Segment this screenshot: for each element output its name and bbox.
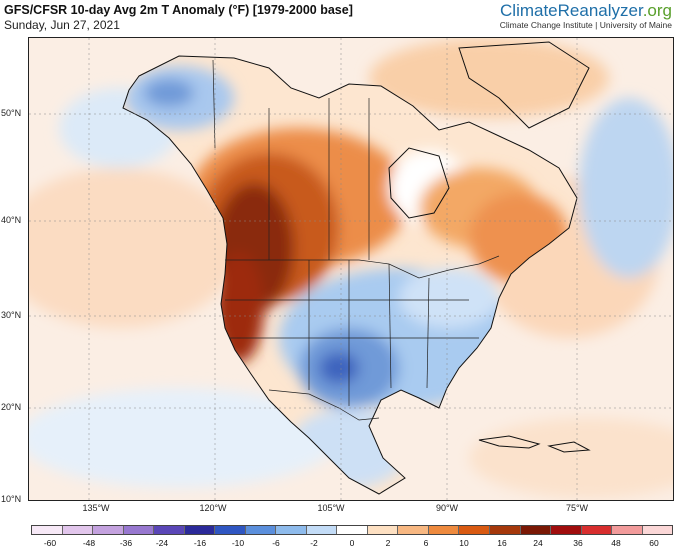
lat-label-10: 10°N <box>1 494 22 504</box>
lat-label-20: 20°N <box>1 402 22 412</box>
chart-date: Sunday, Jun 27, 2021 <box>4 18 120 32</box>
colorbar-swatch <box>93 526 124 534</box>
colorbar-swatch <box>367 526 399 534</box>
cuba <box>478 435 541 449</box>
colorbar-label: -16 <box>193 538 207 548</box>
colorbar-label: -10 <box>231 538 245 548</box>
lon-label-75w: 75°W <box>565 503 589 513</box>
brand-suffix: .org <box>642 1 672 20</box>
lon-label-135w: 135°W <box>82 503 110 513</box>
alaska-border <box>212 59 216 149</box>
atlantic-cool <box>579 98 673 278</box>
map-svg <box>29 38 673 500</box>
colorbar-swatch <box>245 526 277 534</box>
colorbar-swatch <box>62 526 94 534</box>
colorbar-label: -24 <box>155 538 169 548</box>
colorbar-label: -60 <box>43 538 57 548</box>
colorbar-swatch <box>276 526 307 534</box>
lon-label-90w: 90°W <box>435 503 459 513</box>
colorbar-label: 6 <box>423 538 429 548</box>
colorbar-swatch <box>581 526 613 534</box>
colorbar-swatch <box>489 526 521 534</box>
colorbar-label: -6 <box>272 538 280 548</box>
colorbar-label: 10 <box>459 538 469 548</box>
colorbar-label: 48 <box>611 538 621 548</box>
lat-label-40: 40°N <box>1 215 22 225</box>
tropical-pacific-cool <box>29 388 339 488</box>
colorbar-label: 60 <box>649 538 659 548</box>
lat-label-50: 50°N <box>1 108 22 118</box>
caribbean-warm <box>469 418 673 498</box>
colorbar-swatch <box>306 526 338 534</box>
colorbar-swatch <box>551 526 582 534</box>
colorbar-label: 24 <box>533 538 543 548</box>
colorbar-swatch <box>428 526 460 534</box>
lon-label-105w: 105°W <box>317 503 345 513</box>
colorbar-label: -36 <box>119 538 133 548</box>
hudson-bay <box>388 147 450 219</box>
colorbar-swatch <box>612 526 643 534</box>
colorbar-label: -48 <box>82 538 96 548</box>
state-line-4 <box>426 277 430 389</box>
brand-subtitle: Climate Change Institute | University of… <box>499 20 672 30</box>
colorbar-swatch <box>642 526 673 534</box>
north-pacific-warm <box>29 168 239 328</box>
brand-logo[interactable]: ClimateReanalyzer.org <box>500 1 672 21</box>
colorbar-swatch <box>337 526 368 534</box>
lat-label-30: 30°N <box>1 310 22 320</box>
lon-label-120w: 120°W <box>199 503 227 513</box>
colorbar-swatch <box>459 526 490 534</box>
colorbar <box>31 525 673 535</box>
colorbar-label: 36 <box>573 538 583 548</box>
graticule <box>29 38 673 500</box>
colorbar-swatch <box>184 526 216 534</box>
brand-name: ClimateReanalyzer <box>500 1 643 20</box>
colorbar-swatch <box>520 526 552 534</box>
continent-outline <box>122 55 578 495</box>
colorbar-label: 0 <box>349 538 355 548</box>
us-canada-border <box>225 255 500 279</box>
coastlines <box>122 41 591 495</box>
chart-title: GFS/CFSR 10-day Avg 2m T Anomaly (°F) [1… <box>4 3 353 17</box>
colorbar-swatch <box>215 526 246 534</box>
colorbar-swatch <box>154 526 185 534</box>
colorbar-swatch <box>398 526 429 534</box>
colorbar-swatch <box>32 526 63 534</box>
colorbar-label: 16 <box>497 538 507 548</box>
state-line-3 <box>388 263 392 389</box>
hispaniola <box>547 441 591 453</box>
colorbar-swatch <box>123 526 155 534</box>
anomaly-map <box>28 37 674 501</box>
arctic-warm <box>369 38 609 118</box>
colorbar-label: 2 <box>385 538 391 548</box>
greenland <box>458 41 590 129</box>
colorbar-label: -2 <box>310 538 318 548</box>
